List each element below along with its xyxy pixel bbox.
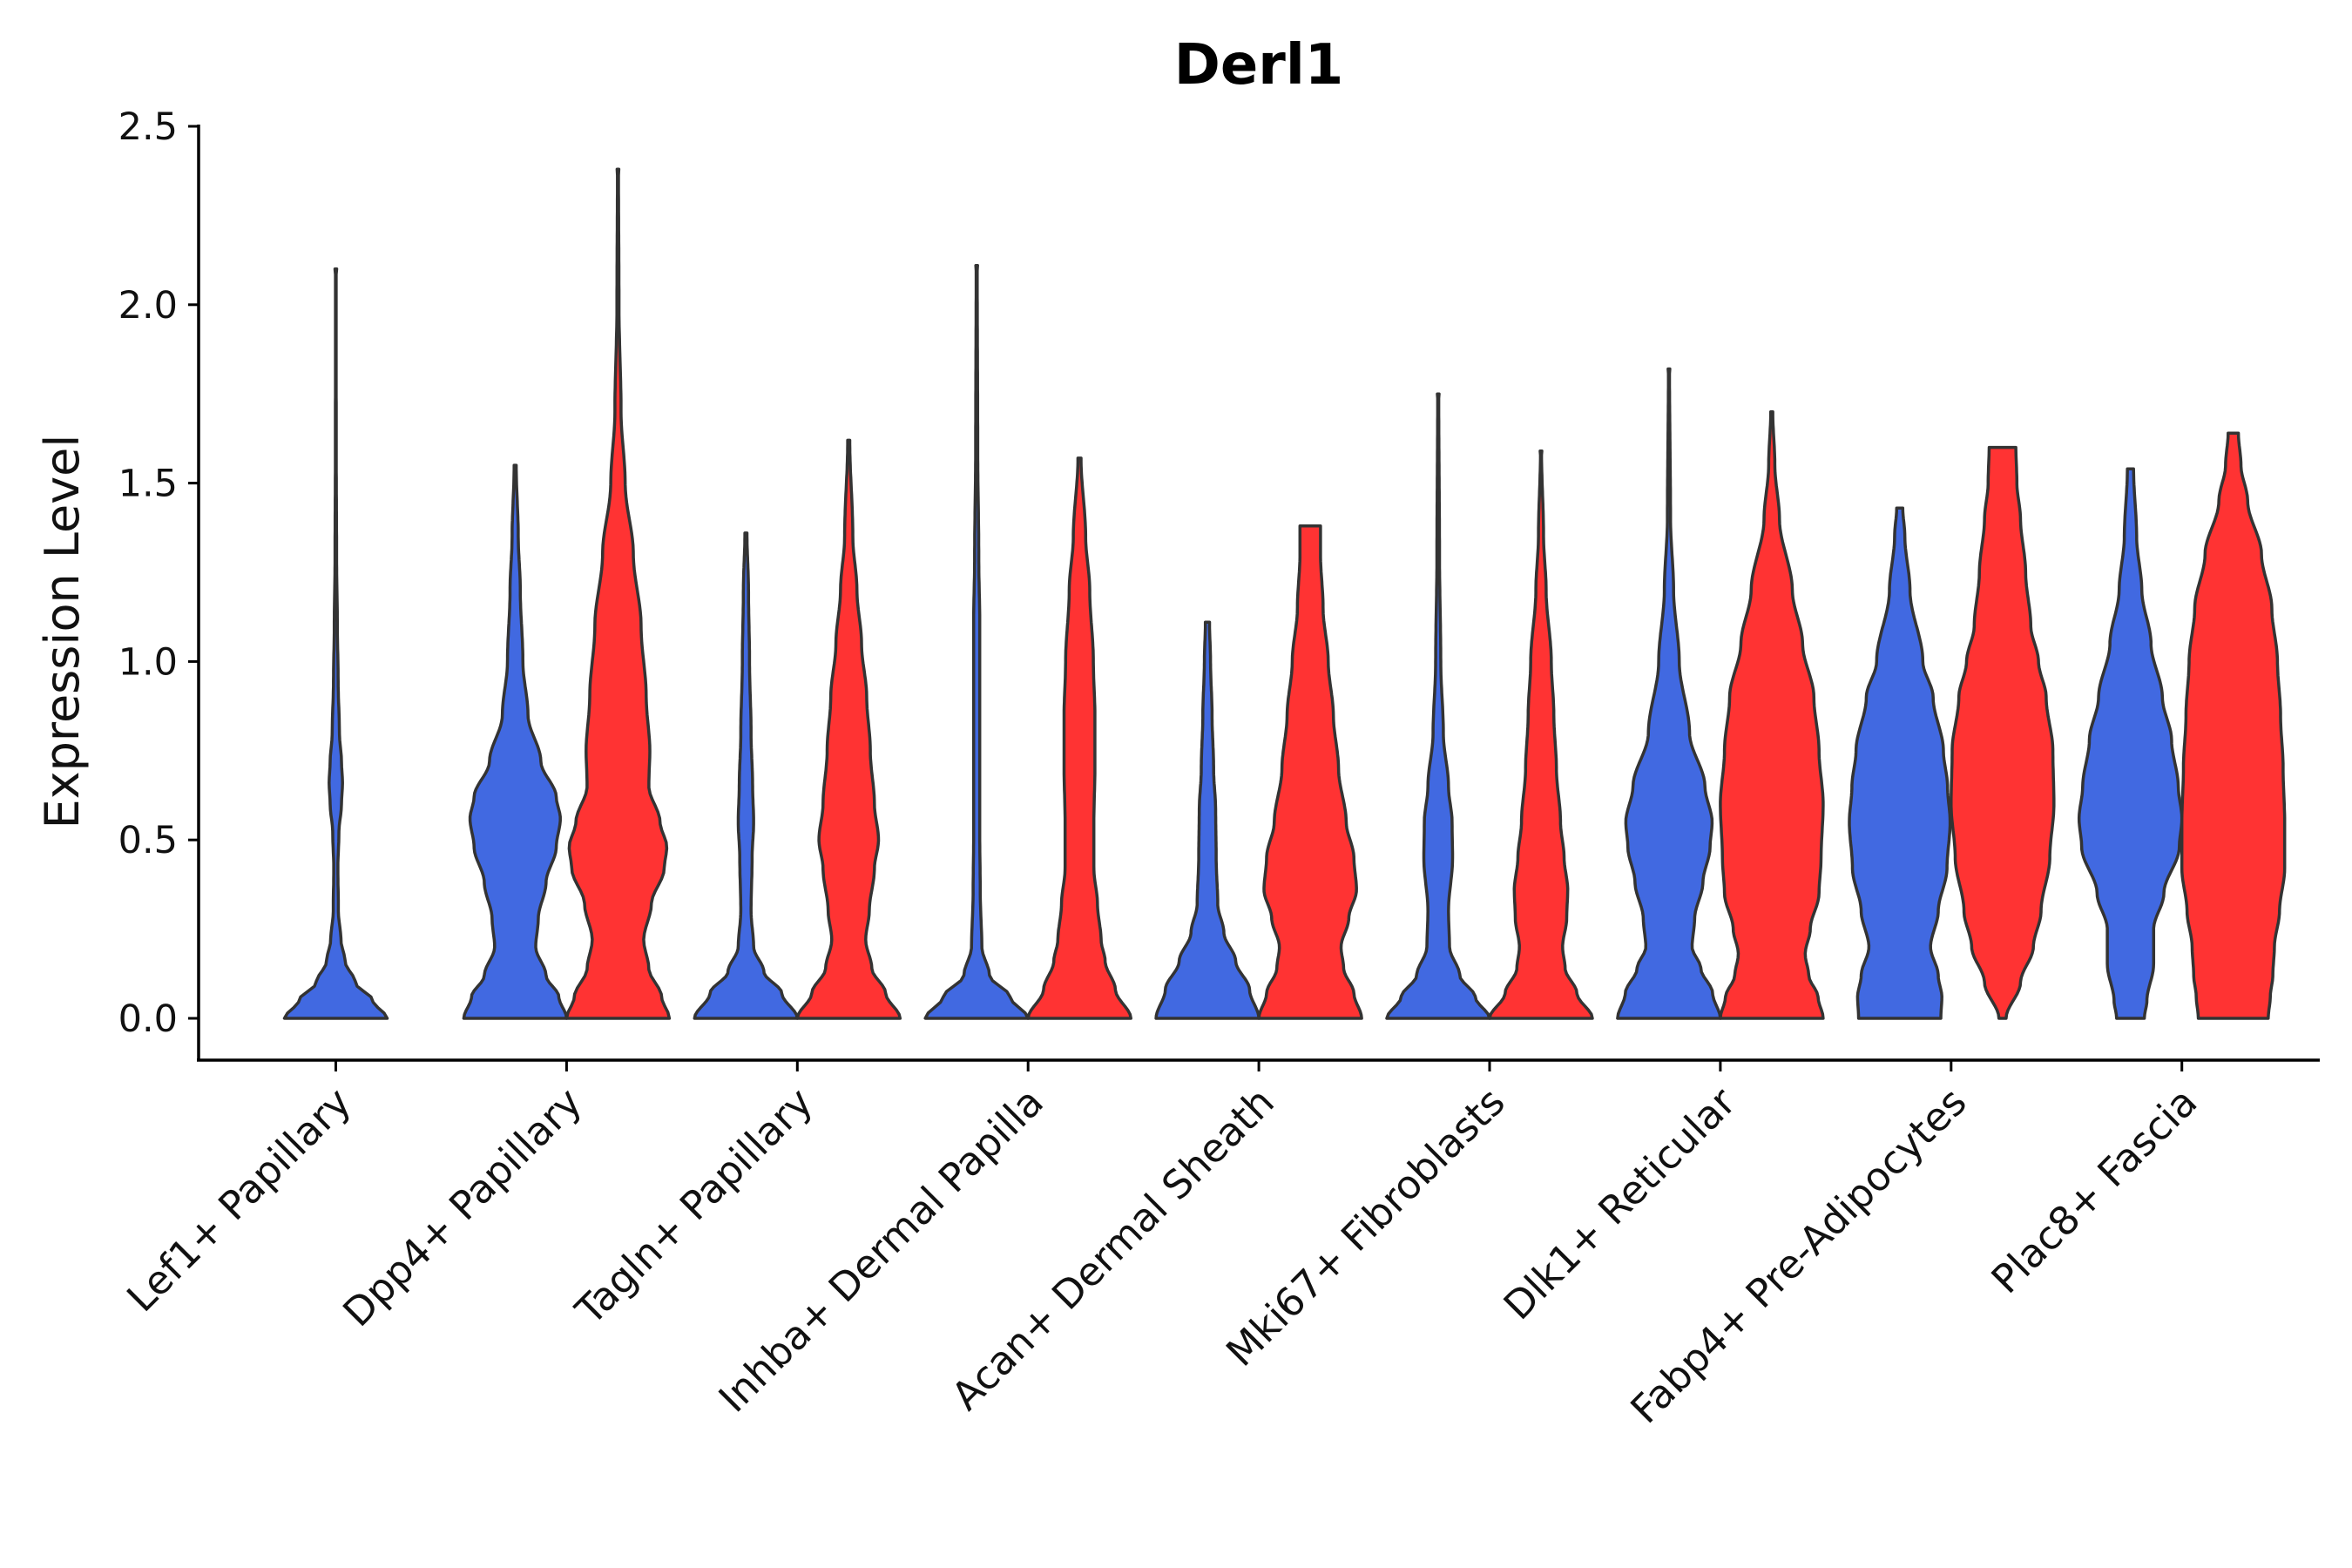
category-label: Dpp4+ Papillary [334, 1078, 591, 1335]
violin-group-1-1 [462, 463, 569, 1020]
violin-group-2-7 [1950, 445, 2056, 1020]
y-tick-label: 1.0 [118, 640, 178, 684]
y-tick-label: 0.5 [118, 819, 178, 862]
y-tick-label: 2.0 [118, 284, 178, 328]
violin-group-1-5 [1385, 392, 1491, 1020]
violin-group-1-6 [1616, 367, 1722, 1020]
y-axis-label: Expression Level [35, 435, 90, 829]
violin-group-1-7 [1848, 506, 1952, 1020]
violin-group-1-3 [923, 263, 1030, 1020]
violin-group-2-8 [2180, 431, 2287, 1020]
chart-title: Derl1 [1174, 33, 1344, 98]
y-tick-label: 0.0 [118, 997, 178, 1041]
violin-group-2-5 [1488, 449, 1594, 1020]
violin-group-2-4 [1257, 524, 1363, 1020]
violin-group-1-8 [2077, 467, 2184, 1020]
category-label: Dlk1+ Reticular [1495, 1078, 1745, 1328]
violin-group-1-2 [693, 531, 800, 1020]
y-tick-label: 1.5 [118, 463, 178, 506]
violin-group-2-2 [795, 438, 902, 1020]
violin-group-1-4 [1154, 620, 1260, 1020]
violin-plot-area [282, 167, 2287, 1020]
violin-group-2-6 [1719, 409, 1825, 1020]
violin-group-1-0 [282, 267, 389, 1020]
category-label: Lef1+ Papillary [118, 1078, 360, 1321]
y-tick-label: 2.5 [118, 105, 178, 149]
category-label: Tagln+ Papillary [566, 1078, 821, 1334]
category-label: Plac8+ Fascia [1983, 1078, 2207, 1302]
violin-group-2-1 [564, 167, 672, 1020]
y-ticks: 0.0 0.5 1.0 1.5 2.0 2.5 [118, 105, 199, 1041]
violin-group-2-3 [1026, 456, 1132, 1020]
